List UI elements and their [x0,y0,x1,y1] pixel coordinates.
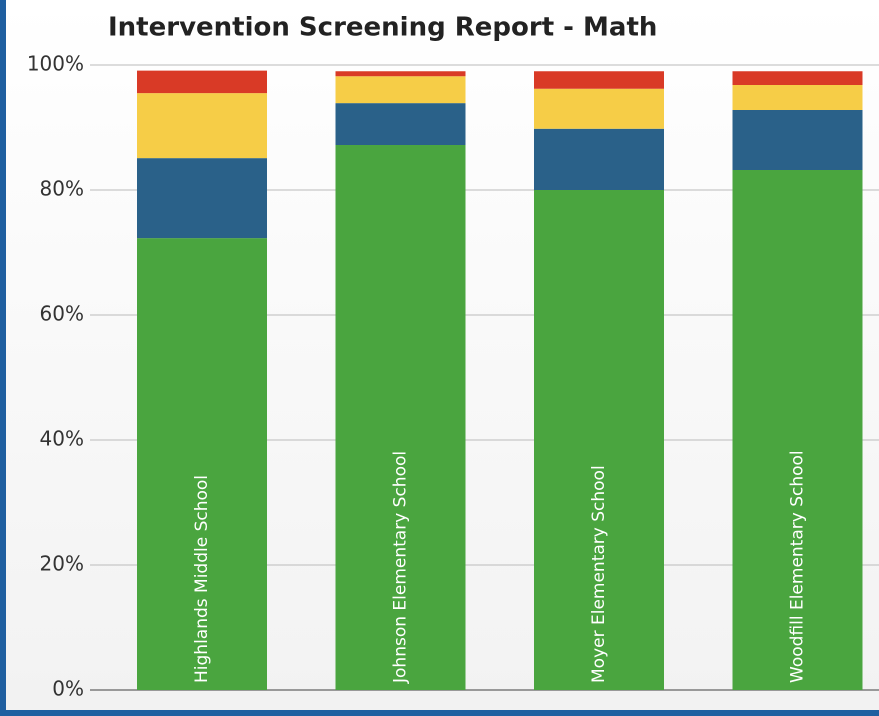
bar-segment [335,145,466,690]
y-tick-label: 20% [40,552,84,576]
bar-segment [137,93,267,159]
y-tick-label: 80% [40,177,84,201]
y-tick-label: 60% [40,302,84,326]
category-label: Moyer Elementary School [589,465,609,683]
y-tick-label: 100% [27,52,84,76]
y-tick-label: 0% [52,677,84,701]
bar-segment [335,103,466,145]
bar-segment [335,76,466,104]
bar-segment [732,170,863,690]
chart-title: Intervention Screening Report - Math [108,13,657,43]
category-label: Woodfill Elementary School [788,450,808,683]
bar-segment [137,238,267,690]
bar-segment [534,128,664,190]
bar-segment [335,71,466,77]
bar-segment [137,158,267,239]
bar-segment [137,70,267,94]
bar-segment [732,110,863,170]
category-label: Johnson Elementary School [391,451,411,684]
bar-segment [732,85,863,110]
bar-segment [732,71,863,85]
category-label: Highlands Middle School [192,475,212,683]
bar-segment [534,190,664,690]
bar-segment [534,71,664,89]
bar-segment [534,88,664,129]
y-tick-label: 40% [40,427,84,451]
